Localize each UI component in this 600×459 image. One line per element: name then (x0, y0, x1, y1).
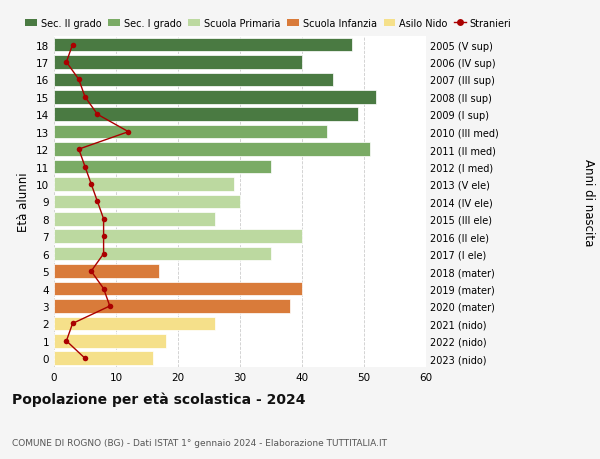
Bar (54, 39, 352, 52)
Bar (54, 126, 327, 139)
Text: COMUNE DI ROGNO (BG) - Dati ISTAT 1° gennaio 2024 - Elaborazione TUTTITALIA.IT: COMUNE DI ROGNO (BG) - Dati ISTAT 1° gen… (12, 438, 387, 448)
Bar (54, 143, 370, 157)
Bar (54, 108, 358, 122)
Bar (54, 178, 234, 191)
Bar (54, 265, 160, 278)
Bar (54, 334, 166, 348)
Bar (54, 300, 290, 313)
Legend: Sec. II grado, Sec. I grado, Scuola Primaria, Scuola Infanzia, Asilo Nido, Stran: Sec. II grado, Sec. I grado, Scuola Prim… (25, 18, 512, 28)
Text: Popolazione per età scolastica - 2024: Popolazione per età scolastica - 2024 (12, 392, 305, 406)
Bar (54, 91, 376, 104)
Bar (54, 56, 302, 70)
Bar (54, 282, 302, 296)
Y-axis label: Età alunni: Età alunni (17, 172, 31, 232)
Bar (54, 213, 215, 226)
Bar (54, 352, 153, 365)
Bar (54, 160, 271, 174)
Bar (54, 230, 302, 244)
Bar (54, 317, 215, 330)
Y-axis label: Anni di nascita: Anni di nascita (582, 158, 595, 246)
Bar (54, 73, 333, 87)
Bar (54, 195, 240, 209)
Bar (54, 247, 271, 261)
